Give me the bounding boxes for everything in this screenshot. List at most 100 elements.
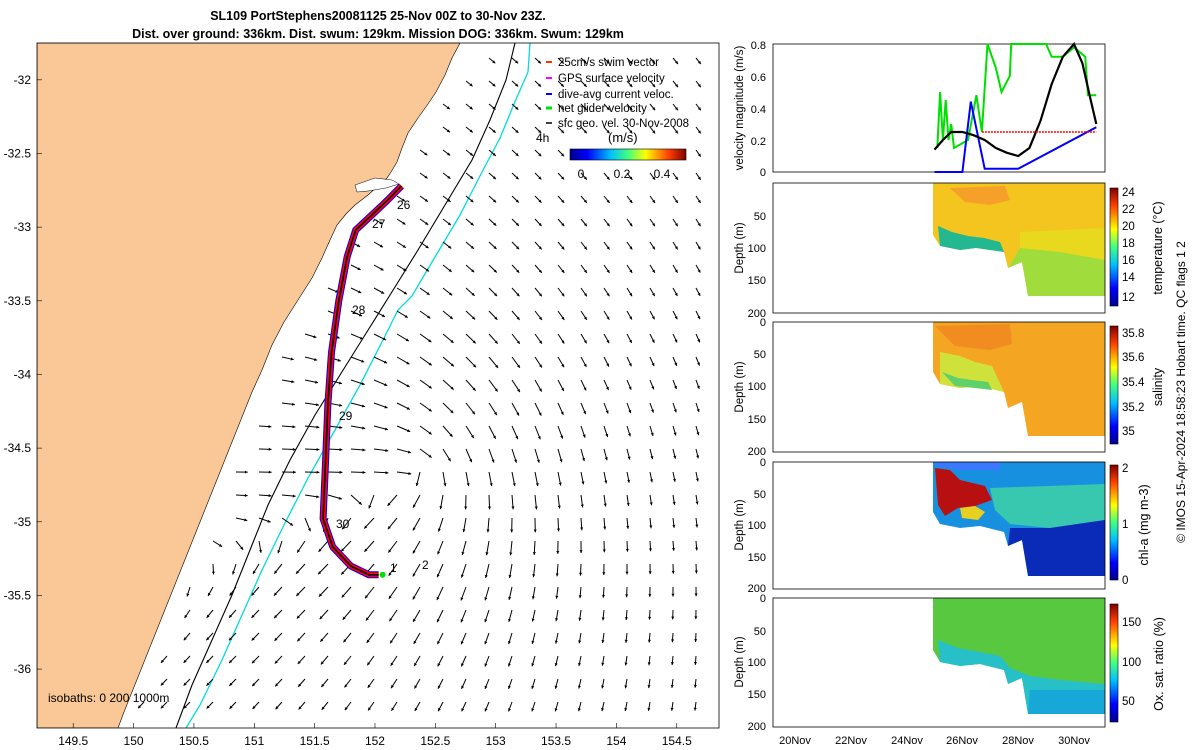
current-arrow-head: [647, 662, 651, 666]
current-arrow-head: [211, 571, 215, 575]
current-arrow-head: [436, 596, 440, 601]
current-arrow-head: [268, 425, 272, 429]
current-arrow-head: [533, 529, 537, 533]
current-arrow-head: [364, 525, 368, 529]
current-arrow-head: [670, 707, 674, 711]
current-arrow-head: [515, 199, 519, 203]
imos-credit: © IMOS 15-Apr-2024 18:58:23 Hobart time.…: [1174, 241, 1188, 543]
current-arrow-head: [652, 176, 656, 180]
current-arrow-head: [268, 494, 272, 498]
time-x-tick: 20Nov: [779, 735, 811, 747]
map-x-tick-label: 151: [244, 734, 264, 748]
current-arrow-head: [674, 292, 678, 297]
oxygen-deep-layer: [1028, 690, 1105, 714]
salinity-field: [933, 322, 1105, 436]
current-arrow-head: [380, 290, 385, 294]
current-arrow-head: [532, 552, 536, 555]
temperature-y-tick: 100: [748, 243, 766, 255]
current-arrow-head: [160, 659, 164, 663]
current-arrow-head: [275, 706, 279, 710]
oxygen-frame: [772, 597, 1106, 728]
current-arrow-head: [603, 526, 607, 530]
current-arrow-head: [415, 482, 419, 486]
current-arrow-head: [535, 483, 539, 487]
current-arrow-head: [493, 246, 497, 250]
current-arrow-head: [390, 662, 394, 666]
current-arrow-head: [606, 269, 610, 273]
current-arrow-head: [674, 199, 678, 204]
current-arrow-head: [554, 663, 558, 667]
current-arrow-head: [515, 153, 519, 157]
current-arrow-head: [674, 223, 678, 227]
current-arrow-head: [531, 618, 535, 622]
salinity-colorbar-tick: 35.6: [1122, 352, 1144, 364]
current-arrow-head: [367, 662, 371, 666]
current-arrow-head: [387, 526, 391, 530]
temperature-frame: [772, 182, 1106, 314]
current-arrow-head: [605, 410, 609, 414]
current-arrow-head: [672, 524, 676, 528]
track-day-label: 1: [390, 561, 397, 575]
current-arrow-head: [470, 199, 474, 203]
current-arrow-head: [515, 222, 519, 226]
current-arrow-head: [296, 615, 300, 619]
current-arrow-head: [606, 130, 610, 134]
current-arrow-head: [292, 425, 296, 429]
temperature-colorbar-tick: 22: [1122, 204, 1135, 216]
chlorophyll-colorbar-tick: 2: [1122, 463, 1128, 475]
isobaths-label: isobaths: 0 200 1000m: [48, 691, 169, 705]
current-arrow-head: [532, 574, 536, 578]
temperature-deep-layer: [1008, 248, 1105, 296]
map-x-tick-label: 149.5: [58, 734, 88, 748]
surface-current-arrows: [137, 57, 702, 712]
temperature-y-label: Depth (m): [734, 222, 746, 273]
chlorophyll-panel: 0 50 100 150 200 Depth (m) 2 1 0 chl-a (…: [734, 457, 1151, 595]
current-arrow-head: [368, 707, 371, 711]
current-arrow-head: [624, 707, 628, 711]
current-arrow-head: [697, 176, 701, 180]
current-arrow-head: [494, 411, 497, 416]
current-arrow-head: [674, 339, 678, 343]
current-arrow-head: [531, 640, 535, 644]
current-arrow-head: [537, 436, 541, 440]
current-arrow-head: [652, 246, 655, 250]
current-arrow-head: [514, 459, 518, 463]
current-arrow-head: [494, 316, 498, 320]
current-arrow-head: [652, 223, 656, 227]
current-arrow-head: [469, 129, 473, 133]
current-arrow-head: [561, 316, 565, 320]
current-arrow-head: [450, 339, 454, 343]
current-arrow-head: [671, 593, 675, 597]
current-arrow-head: [229, 705, 233, 709]
current-arrow-head: [484, 574, 488, 578]
current-arrow-head: [448, 268, 452, 272]
current-arrow-head: [629, 130, 633, 134]
current-arrow-head: [578, 662, 582, 666]
current-arrow-head: [583, 293, 587, 297]
track-day-label: 29: [339, 409, 353, 423]
current-arrow-head: [472, 364, 477, 368]
current-arrow-head: [356, 244, 361, 247]
salinity-colorbar-tick: 35.8: [1122, 328, 1144, 340]
current-arrow-head: [450, 410, 454, 414]
current-arrow-head: [183, 659, 187, 663]
salinity-y-label: Depth (m): [734, 361, 746, 412]
current-arrow-head: [425, 245, 429, 249]
current-arrow-head: [365, 595, 368, 599]
velocity-y-label: velocity magnitude (m/s): [734, 46, 746, 171]
current-arrow-head: [650, 432, 654, 436]
current-arrow-head: [695, 547, 699, 551]
current-arrow-head: [625, 571, 629, 575]
chlorophyll-y-tick: 200: [748, 583, 766, 595]
salinity-green-patch: [942, 372, 992, 390]
current-arrow-head: [561, 246, 565, 250]
current-arrow-head: [208, 592, 211, 597]
oxygen-panel: 0 50 100 150 200 Depth (m) 150 100 50 Ox…: [734, 593, 1166, 747]
current-arrow-head: [560, 83, 564, 87]
current-arrow-head: [538, 106, 542, 110]
current-arrow-head: [460, 619, 464, 623]
chlorophyll-colorbar-label: chl-a (mg m-3): [1137, 484, 1151, 565]
current-arrow-head: [508, 618, 512, 622]
current-arrow-head: [384, 383, 388, 386]
current-arrow-head: [388, 549, 392, 553]
